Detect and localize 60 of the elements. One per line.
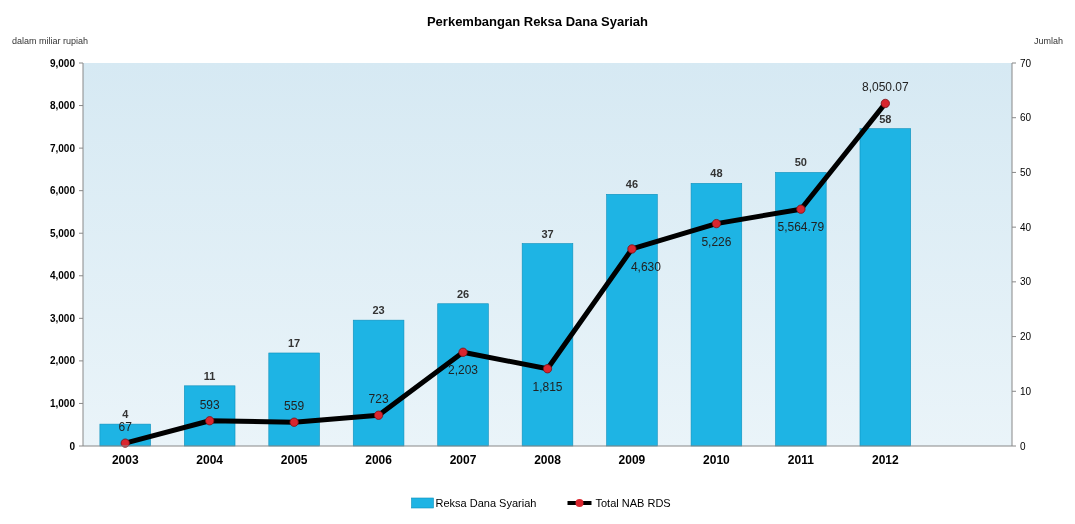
data-label: 8,050.07 <box>861 80 909 95</box>
y2-tick-label: 60 <box>1020 112 1032 124</box>
data-label: 559 <box>284 399 305 414</box>
legend-label: Total NAB RDS <box>595 497 671 509</box>
y-tick-label: 1,000 <box>49 397 76 409</box>
y2-tick-label: 70 <box>1020 57 1032 69</box>
bar <box>859 128 911 447</box>
data-label: 37 <box>541 227 554 240</box>
legend-label: Reksa Dana Syariah <box>435 497 537 509</box>
bar <box>437 303 489 447</box>
y2-tick-label: 40 <box>1020 221 1032 233</box>
y-axis-title: dalam miliar rupiah <box>12 36 89 46</box>
bar <box>352 319 405 447</box>
y-tick-label: 9,000 <box>49 57 76 69</box>
data-label: 1,815 <box>532 379 563 394</box>
data-label: 46 <box>625 178 639 191</box>
y2-tick-label: 0 <box>1020 440 1026 452</box>
x-tick-label: 2005 <box>280 453 308 467</box>
y-tick-label: 7,000 <box>49 142 76 154</box>
data-label: 5,226 <box>701 234 732 249</box>
y-tick-label: 4,000 <box>49 270 76 282</box>
y2-tick-label: 30 <box>1020 276 1032 288</box>
data-label: 48 <box>710 167 723 180</box>
y2-tick-label: 50 <box>1020 166 1032 178</box>
x-tick-label: 2010 <box>703 453 731 467</box>
x-tick-label: 2003 <box>111 453 139 467</box>
y-tick-label: 2,000 <box>49 355 76 367</box>
data-label: 4 <box>122 408 130 421</box>
y-tick-label: 3,000 <box>49 312 76 324</box>
y2-axis-title: Jumlah <box>1033 36 1063 46</box>
x-tick-label: 2011 <box>787 453 815 467</box>
x-tick-label: 2008 <box>534 453 562 467</box>
x-tick-label: 2004 <box>196 453 224 467</box>
data-label: 11 <box>203 369 216 382</box>
data-label: 2,203 <box>448 363 479 378</box>
chart-title: Perkembangan Reksa Dana Syariah <box>426 14 649 29</box>
y2-tick-label: 20 <box>1020 331 1032 343</box>
bar <box>268 352 320 447</box>
data-label: 23 <box>372 304 385 317</box>
data-label: 67 <box>118 420 133 435</box>
x-tick-label: 2007 <box>449 453 477 467</box>
bar <box>184 385 236 447</box>
data-label: 5,564.79 <box>777 220 825 235</box>
bar <box>775 172 827 447</box>
bar <box>521 243 574 447</box>
data-label: 723 <box>368 392 389 407</box>
x-tick-label: 2012 <box>871 453 899 467</box>
data-label: 17 <box>288 336 301 349</box>
x-tick-label: 2009 <box>618 453 646 467</box>
y-tick-label: 5,000 <box>49 227 76 239</box>
bar <box>690 183 743 447</box>
y2-tick-label: 10 <box>1020 385 1032 397</box>
y-tick-label: 6,000 <box>49 185 76 197</box>
data-label: 26 <box>456 287 470 300</box>
y-tick-label: 0 <box>69 440 76 452</box>
y-tick-label: 8,000 <box>49 100 76 112</box>
data-label: 58 <box>879 112 892 125</box>
data-label: 50 <box>794 156 807 169</box>
x-tick-label: 2006 <box>365 453 393 467</box>
data-label: 593 <box>199 397 221 412</box>
